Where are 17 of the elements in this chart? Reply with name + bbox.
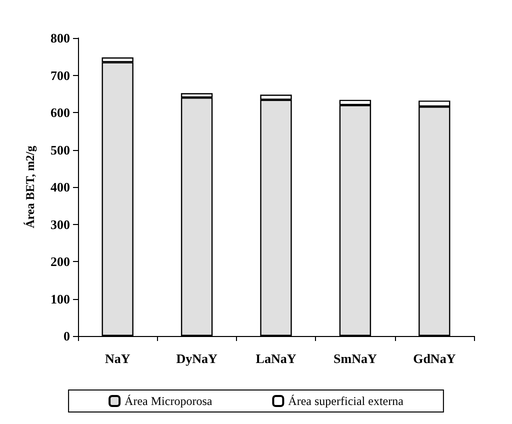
legend-label: Área superficial externa	[288, 394, 404, 408]
x-tick-label: GdNaY	[413, 351, 456, 366]
y-tick-label: 100	[50, 291, 70, 306]
legend-label: Área Microporosa	[124, 394, 213, 408]
y-tick-label: 500	[50, 142, 70, 158]
x-tick-label: LaNaY	[256, 351, 297, 366]
y-tick-label: 400	[50, 180, 70, 194]
y-axis-title: Área BET, m2/g	[23, 146, 37, 228]
y-tick-label: 700	[50, 68, 70, 83]
x-tick-label: DyNaY	[176, 351, 218, 366]
y-tick-label: 300	[50, 216, 70, 232]
x-tick-label: SmNaY	[334, 351, 378, 366]
x-tick-label: NaY	[104, 351, 131, 366]
y-tick-label: 600	[50, 105, 70, 120]
y-tick-label: 800	[50, 30, 70, 46]
y-tick-label: 0	[64, 328, 70, 344]
y-tick-label: 200	[50, 254, 70, 269]
